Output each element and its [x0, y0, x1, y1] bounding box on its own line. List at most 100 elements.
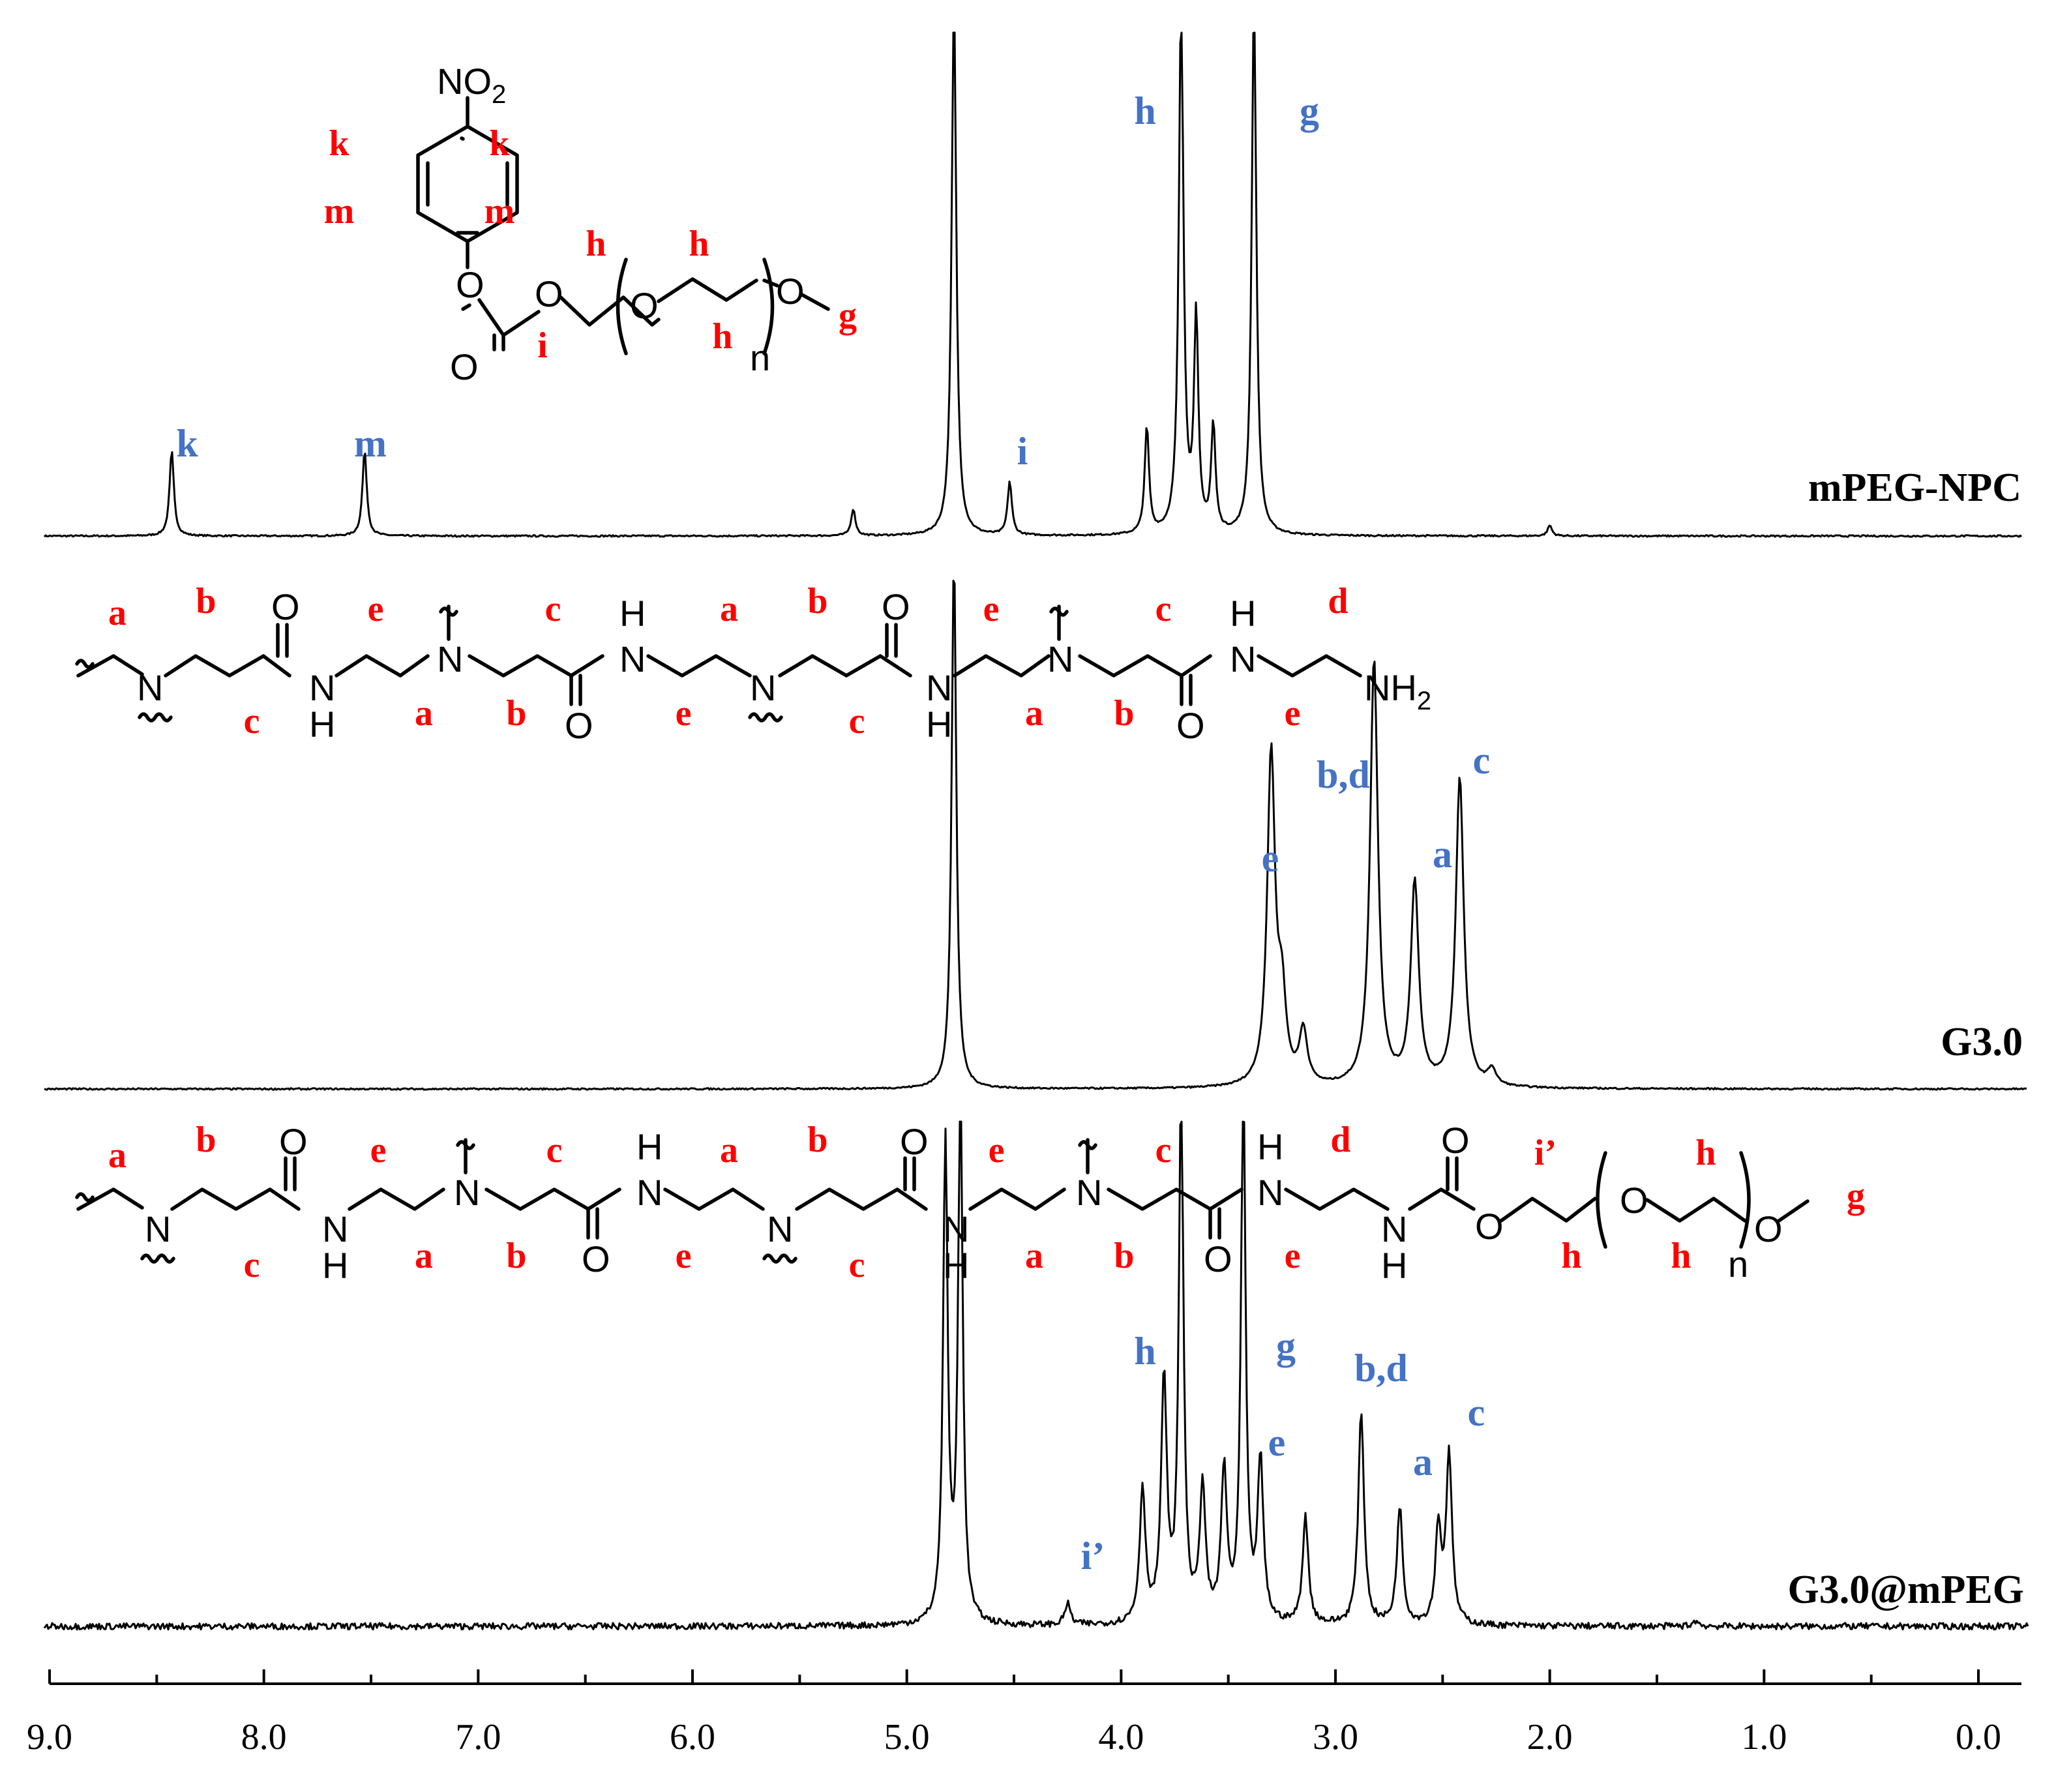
atom-n4: N	[1047, 638, 1073, 679]
atom-h2: H	[636, 1126, 663, 1167]
label-bottom-3: b	[506, 1236, 526, 1276]
label-bottom-5: c	[849, 1245, 865, 1285]
label-g: g	[839, 295, 857, 336]
spectrum-trace-3	[43, 1120, 2029, 1631]
spectra-group	[43, 31, 2029, 1631]
atom-amine: NH2	[1364, 667, 1431, 715]
label-top-6: b	[807, 581, 827, 621]
spectrum-trace-1	[43, 31, 2022, 538]
label-bottom-4: e	[676, 1236, 692, 1276]
atom-o7: O	[1620, 1180, 1648, 1221]
label-top-7: e	[983, 589, 1000, 629]
label-top-12: g	[1847, 1176, 1865, 1216]
peak-label-bd-peg: b,d	[1354, 1347, 1408, 1390]
label-bottom-7: b	[1114, 693, 1134, 734]
atom-o2: O	[582, 1238, 610, 1279]
label-bottom-8: e	[1285, 693, 1301, 734]
peak-label-e-g30: e	[1262, 837, 1279, 880]
x-tick-label: 2.0	[1527, 1717, 1573, 1757]
peak-label-a-peg: a	[1413, 1441, 1433, 1484]
atom-n2: N	[437, 638, 463, 679]
label-bottom-10: h	[1671, 1236, 1691, 1276]
atom-nh1: N	[309, 667, 335, 708]
peak-label-k: k	[176, 422, 198, 465]
atom-h5: H	[1381, 1245, 1407, 1286]
label-top-1: a	[108, 1135, 127, 1176]
peak-label-h-npc: h	[1134, 89, 1155, 132]
x-tick-label: 8.0	[241, 1717, 287, 1757]
x-tick-label: 3.0	[1313, 1717, 1358, 1757]
atom-nh5: N	[1381, 1208, 1407, 1249]
label-bottom-7: b	[1114, 1236, 1134, 1276]
atom-o1: O	[271, 586, 300, 627]
x-tick-label: 5.0	[884, 1717, 930, 1757]
label-bottom-6: a	[1025, 1236, 1043, 1276]
atom-o4: O	[1204, 1238, 1232, 1279]
label-i: i	[537, 325, 548, 366]
peak-label-c-g30: c	[1473, 739, 1491, 782]
label-bottom-6: a	[1025, 693, 1043, 734]
atom-nitro: NO2	[437, 61, 506, 109]
atom-o5: O	[1441, 1120, 1470, 1161]
label-bottom-3: b	[506, 693, 526, 734]
label-top-4: c	[546, 1130, 563, 1171]
atom-nh2: N	[619, 638, 646, 679]
label-top-2: b	[196, 581, 216, 621]
x-tick-label: 7.0	[455, 1717, 501, 1757]
atom-o3: O	[900, 1121, 929, 1162]
wavy-bond	[75, 659, 95, 669]
label-bottom-2: a	[415, 1236, 433, 1276]
label-k-left: k	[329, 123, 350, 164]
atom-nh3: N	[926, 667, 952, 708]
trace-name-g30: G3.0	[1941, 1020, 2023, 1064]
label-top-4: c	[545, 589, 561, 629]
atom-ether-o2: O	[535, 273, 563, 314]
atom-nh2: N	[636, 1172, 663, 1213]
label-top-9: d	[1330, 1120, 1350, 1160]
label-top-3: e	[370, 1130, 387, 1171]
x-axis: 9.0 8.0 7.0 6.0 5.0 4.0 3.0 2.0 1.0 0.0	[27, 1669, 2021, 1757]
label-top-5: a	[720, 589, 738, 629]
peak-label-g-npc: g	[1300, 89, 1319, 132]
label-top-9: d	[1328, 581, 1348, 621]
atom-o8: O	[1754, 1208, 1783, 1249]
structure-g30-mpeg: N O N H N O H N N O N H N	[75, 1120, 1865, 1286]
atom-repeat-n: n	[1728, 1244, 1748, 1285]
peak-label-bd-g30: b,d	[1317, 753, 1370, 796]
atom-nh4: N	[1230, 638, 1256, 679]
atom-h3: H	[943, 1245, 969, 1286]
atom-n2: N	[454, 1172, 480, 1213]
atom-n4: N	[1076, 1172, 1102, 1213]
label-top-8: c	[1155, 1130, 1172, 1171]
atom-o6: O	[1475, 1206, 1504, 1247]
label-bottom-9: h	[1561, 1236, 1581, 1276]
label-bottom-2: a	[415, 693, 433, 734]
spectrum-trace-2	[44, 580, 2027, 1091]
x-axis-ticks: 9.0 8.0 7.0 6.0 5.0 4.0 3.0 2.0 1.0 0.0	[27, 1669, 2001, 1757]
label-bottom-1: c	[244, 1245, 260, 1285]
x-tick-label: 1.0	[1741, 1717, 1787, 1757]
atom-n1: N	[137, 667, 163, 708]
atom-end-o: O	[776, 271, 805, 312]
peak-label-i-prime: i’	[1081, 1534, 1105, 1577]
label-bottom-5: c	[849, 701, 865, 741]
peak-label-c-peg: c	[1468, 1391, 1485, 1434]
atom-nh3: N	[943, 1208, 969, 1249]
peak-label-i: i	[1017, 430, 1028, 473]
label-top-10: i’	[1534, 1133, 1557, 1173]
atom-o4: O	[1176, 705, 1205, 746]
atom-n3: N	[767, 1208, 793, 1249]
peak-label-e-peg: e	[1268, 1421, 1286, 1464]
label-h3: h	[712, 316, 732, 357]
trace-name-mpeg-npc: mPEG-NPC	[1808, 466, 2021, 510]
label-bottom-1: c	[244, 701, 260, 741]
label-m-left: m	[324, 191, 355, 231]
atom-o1: O	[279, 1121, 308, 1162]
trace-name-g30-mpeg: G3.0@mPEG	[1788, 1568, 2025, 1612]
atom-repeat-n: n	[750, 337, 770, 378]
atom-nh4: N	[1257, 1172, 1283, 1213]
atom-h4: H	[1257, 1126, 1283, 1167]
atom-h4: H	[1230, 593, 1256, 634]
label-top-2: b	[196, 1120, 216, 1160]
